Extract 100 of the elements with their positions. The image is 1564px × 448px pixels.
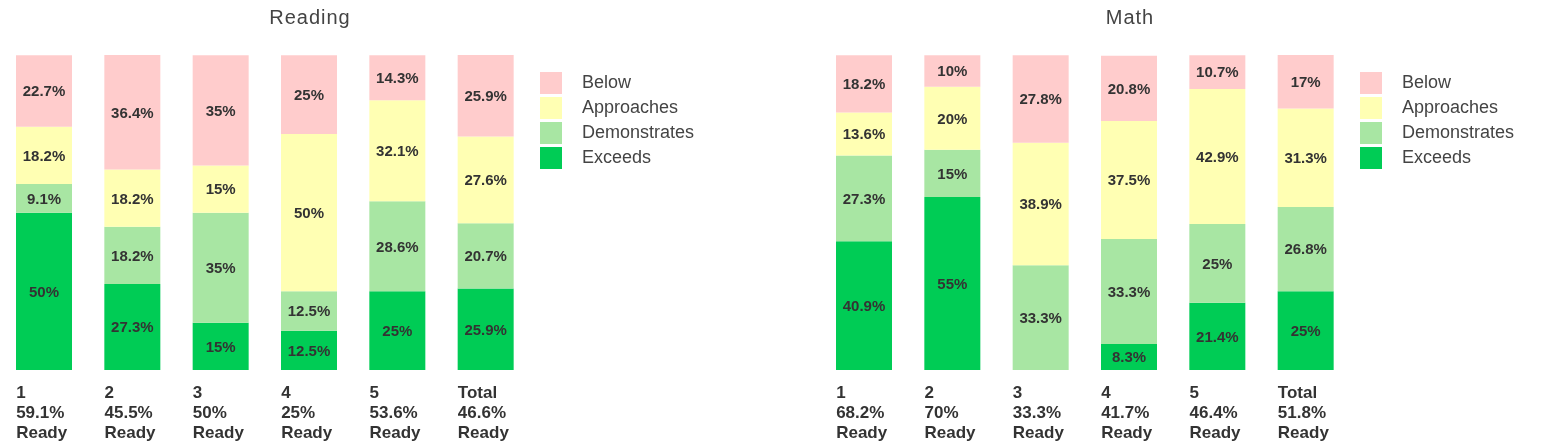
x-tick-label: Total 51.8% Ready <box>1277 383 1330 442</box>
bar <box>192 322 249 370</box>
bar <box>924 196 981 370</box>
x-tick-label: 4 25% Ready <box>281 383 333 442</box>
data-label: 26.8% <box>1284 240 1327 258</box>
bar <box>457 288 514 370</box>
bar <box>924 86 981 150</box>
data-label: 8.3% <box>1111 348 1147 366</box>
x-tick-label: 4 41.7% Ready <box>1101 383 1153 442</box>
bar <box>1277 291 1334 370</box>
bar <box>1189 88 1246 224</box>
data-label: 27.8% <box>1019 90 1062 108</box>
bar <box>369 55 426 101</box>
x-tick-label: Total 46.6% Ready <box>457 383 510 442</box>
data-label: 18.2% <box>842 75 886 93</box>
bar <box>192 165 249 213</box>
bar <box>192 212 249 323</box>
legend-label: Demonstrates <box>1402 122 1515 143</box>
data-label: 15% <box>937 164 968 182</box>
bar <box>836 55 892 113</box>
data-label: 12.5% <box>287 302 331 320</box>
bar <box>1189 302 1246 370</box>
data-label: 27.3% <box>111 318 154 336</box>
x-tick-label: 5 53.6% Ready <box>369 383 422 442</box>
data-label: 37.5% <box>1107 171 1151 189</box>
data-label: 25% <box>293 85 325 103</box>
data-label: 22.7% <box>22 82 66 100</box>
legend-label: Below <box>1402 72 1452 93</box>
bar <box>369 291 426 370</box>
data-label: 28.6% <box>376 237 419 255</box>
data-label: 40.9% <box>842 296 886 314</box>
bar <box>836 155 892 242</box>
legend-label: Below <box>582 72 632 93</box>
data-label: 18.2% <box>111 189 154 207</box>
data-label: 55% <box>937 274 968 292</box>
bar <box>1101 239 1157 344</box>
bar <box>369 100 426 202</box>
data-label: 15% <box>205 180 236 198</box>
bar <box>457 223 514 289</box>
bar <box>1277 206 1334 292</box>
bar <box>104 55 161 170</box>
bar <box>104 226 161 285</box>
data-label: 14.3% <box>376 69 419 87</box>
bar <box>1277 108 1334 207</box>
data-label: 18.2% <box>22 146 66 164</box>
bar <box>16 55 72 127</box>
x-tick-label: 2 45.5% Ready <box>104 383 157 442</box>
legend-label: Approaches <box>582 97 679 118</box>
bar <box>457 55 514 137</box>
bar <box>1189 223 1246 303</box>
data-label: 25.9% <box>464 87 507 105</box>
x-tick-label: 1 68.2% Ready <box>836 383 888 442</box>
bar <box>104 284 161 370</box>
bar <box>924 149 981 197</box>
data-label: 32.1% <box>376 142 419 160</box>
data-label: 17% <box>1290 73 1321 91</box>
legend-label: Approaches <box>1402 97 1499 118</box>
data-label: 25.9% <box>464 320 507 338</box>
data-label: 33.3% <box>1019 308 1062 326</box>
data-label: 25% <box>382 321 413 339</box>
data-label: 20.8% <box>1107 79 1151 97</box>
data-label: 50% <box>293 203 325 221</box>
x-tick-label: 2 70% Ready <box>924 383 977 442</box>
bar <box>1101 121 1157 240</box>
data-label: 33.3% <box>1107 282 1151 300</box>
data-label: 35% <box>205 101 236 119</box>
bar <box>1012 55 1069 143</box>
bar <box>369 201 426 292</box>
data-label: 36.4% <box>111 103 154 121</box>
chart-title: Math <box>1104 6 1156 29</box>
data-label: 20.7% <box>464 247 507 265</box>
data-label: 42.9% <box>1196 147 1239 165</box>
data-label: 27.6% <box>464 171 507 189</box>
data-label: 50% <box>28 282 60 300</box>
bar <box>457 136 514 224</box>
data-label: 21.4% <box>1196 327 1239 345</box>
data-label: 20% <box>937 109 968 127</box>
x-tick-label: 5 46.4% Ready <box>1189 383 1242 442</box>
data-label: 9.1% <box>26 189 62 207</box>
legend-label: Exceeds <box>582 147 652 168</box>
data-label: 13.6% <box>842 125 886 143</box>
bar <box>924 55 981 87</box>
data-label: 31.3% <box>1284 149 1327 167</box>
legend-label: Demonstrates <box>582 122 695 143</box>
chart-title: Reading <box>268 6 352 29</box>
data-label: 12.5% <box>287 341 331 359</box>
bar <box>1012 142 1069 266</box>
x-tick-label: 3 50% Ready <box>192 383 245 442</box>
data-label: 15% <box>205 337 236 355</box>
bar <box>1012 265 1069 370</box>
bar <box>1101 55 1157 122</box>
data-label: 38.9% <box>1019 195 1062 213</box>
legend-label: Exceeds <box>1402 147 1472 168</box>
data-label: 10% <box>937 62 968 80</box>
bar <box>281 55 337 134</box>
data-label: 35% <box>205 259 236 277</box>
bar <box>104 169 161 227</box>
data-label: 25% <box>1290 321 1321 339</box>
bar <box>1277 55 1334 109</box>
bar <box>281 133 337 292</box>
